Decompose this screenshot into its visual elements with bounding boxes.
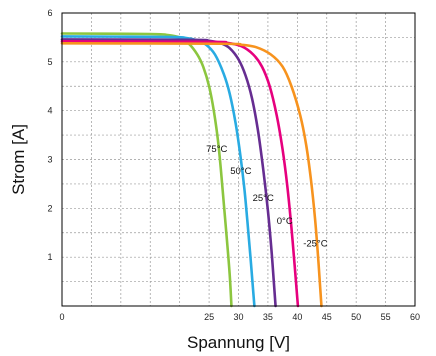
series-label: -25°C: [303, 238, 328, 249]
y-tick-label: 6: [47, 8, 52, 18]
curve-series: [60, 32, 323, 308]
x-tick-label: 45: [322, 312, 332, 322]
series-label: 0°C: [277, 216, 293, 227]
y-tick-label: 3: [47, 155, 52, 165]
series-line: [60, 35, 256, 308]
x-axis-title: Spannung [V]: [187, 333, 290, 352]
y-tick-label: 1: [47, 252, 52, 262]
series-labels: 75°C50°C 25°C 0°C -25°C: [206, 144, 328, 249]
grid-lines: [62, 13, 415, 306]
x-tick-label: 30: [233, 312, 243, 322]
y-tick-label: 5: [47, 57, 52, 67]
y-tick-labels: 1 2 3 4 5 6: [47, 8, 52, 262]
series-label: 50°C: [230, 166, 251, 177]
series-label: 75°C: [206, 144, 227, 155]
series-line: [60, 41, 323, 308]
x-tick-label: 35: [263, 312, 273, 322]
x-tick-label: 60: [410, 312, 420, 322]
x-tick-label: 55: [381, 312, 391, 322]
y-axis-title: Strom [A]: [9, 124, 28, 195]
series-line: [60, 40, 300, 308]
series-line: [60, 32, 233, 308]
x-tick-label: 25: [204, 312, 214, 322]
series-label: 25°C: [253, 193, 274, 204]
x-tick-label: 50: [351, 312, 361, 322]
y-tick-label: 2: [47, 203, 52, 213]
y-tick-label: 4: [47, 106, 52, 116]
x-tick-label: 40: [292, 312, 302, 322]
plot-frame: [61, 12, 416, 307]
x-tick-label: 0: [59, 312, 64, 322]
x-tick-labels: 0 25 30 35 40 45 50 55 60: [59, 312, 420, 322]
